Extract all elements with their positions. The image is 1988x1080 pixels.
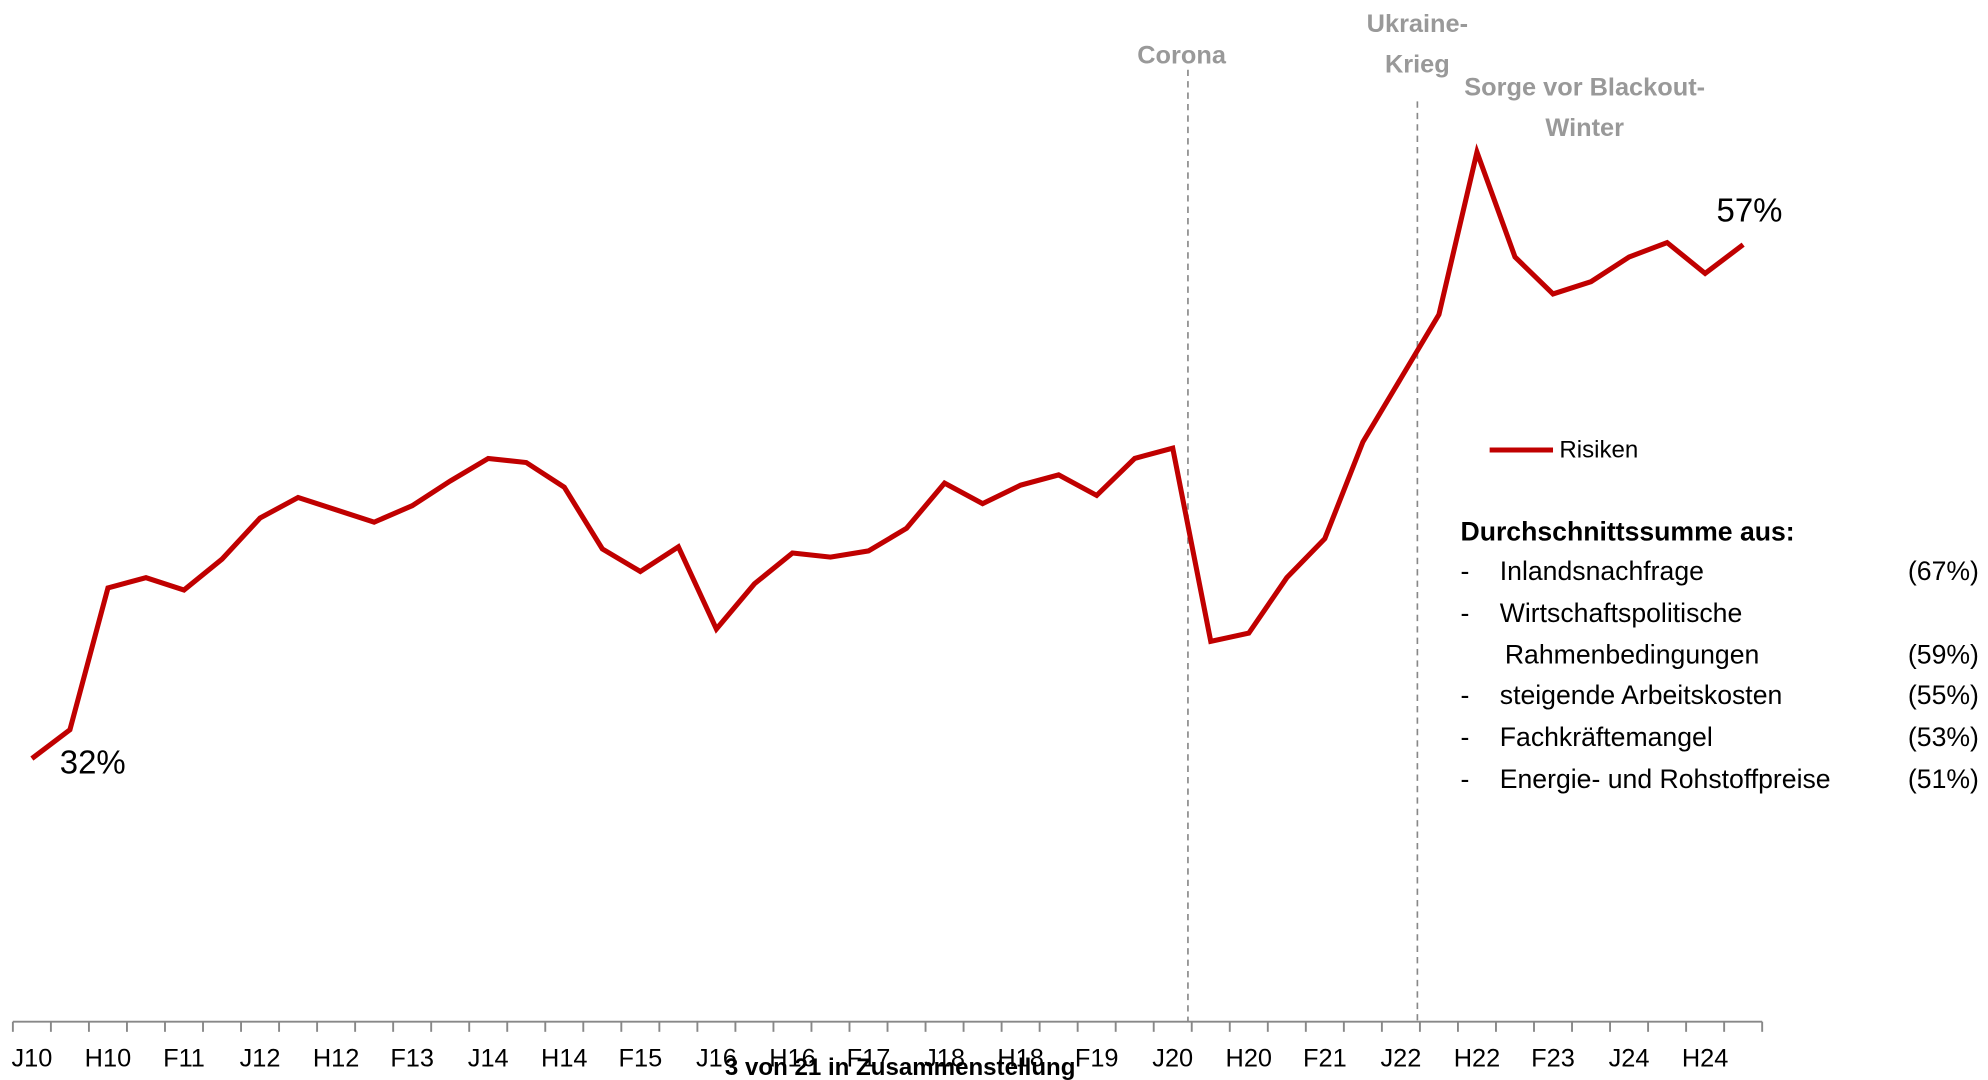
notes-item: Inlandsnachfrage <box>1500 556 1704 586</box>
x-tick-label: H20 <box>1226 1044 1273 1072</box>
x-tick-label: J20 <box>1152 1044 1193 1072</box>
x-tick-label: H14 <box>541 1044 587 1072</box>
notes-share: (53%) <box>1908 722 1979 752</box>
x-tick-label: J18 <box>924 1044 965 1072</box>
notes-share: (67%) <box>1908 556 1979 586</box>
x-tick-label: J14 <box>468 1044 509 1072</box>
x-tick-label: H16 <box>769 1044 816 1072</box>
x-tick-label: F15 <box>619 1044 663 1072</box>
notes-item: Energie- und Rohstoffpreise <box>1500 764 1831 794</box>
x-tick-label: J16 <box>696 1044 737 1072</box>
notes-share: (51%) <box>1908 764 1979 794</box>
line-series <box>30 143 1745 761</box>
x-tick-label: H22 <box>1454 1044 1501 1072</box>
notes-dash: - <box>1460 680 1469 710</box>
data-label: 57% <box>1717 192 1783 229</box>
data-label: 32% <box>60 744 126 781</box>
notes-item: Wirtschaftspolitische <box>1500 598 1743 628</box>
notes-share: (55%) <box>1908 680 1979 710</box>
x-tick-label: H10 <box>85 1044 132 1072</box>
x-tick-label: J24 <box>1609 1044 1650 1072</box>
notes-dash: - <box>1460 722 1469 752</box>
notes-dash: - <box>1460 598 1469 628</box>
overlay-text: 3 von 21 in Zusammenstellung <box>725 1054 1076 1080</box>
notes-item: steigende Arbeitskosten <box>1500 680 1783 710</box>
x-tick-label: F21 <box>1303 1044 1347 1072</box>
legend-label: Risiken <box>1559 437 1638 464</box>
x-tick-label: F19 <box>1075 1044 1119 1072</box>
notes-dash: - <box>1460 556 1469 586</box>
x-tick-label: J12 <box>240 1044 281 1072</box>
x-tick-label: F23 <box>1531 1044 1575 1072</box>
notes-title: Durchschnittssumme aus: <box>1460 517 1794 547</box>
x-tick-label: H24 <box>1682 1044 1729 1072</box>
x-tick-label: F13 <box>390 1044 434 1072</box>
event-label: Sorge vor Blackout- <box>1464 73 1705 101</box>
x-tick-label: J10 <box>11 1044 52 1072</box>
event-label: Ukraine- <box>1367 10 1468 38</box>
x-tick-label: J22 <box>1380 1044 1421 1072</box>
x-tick-label: H12 <box>313 1044 360 1072</box>
event-label: Winter <box>1545 114 1624 142</box>
event-label: Corona <box>1137 42 1227 70</box>
event-label: Krieg <box>1385 51 1450 79</box>
notes-item: Fachkräftemangel <box>1500 722 1713 752</box>
notes-dash: - <box>1460 764 1469 794</box>
notes-share: (59%) <box>1908 640 1979 670</box>
x-tick-label: F11 <box>163 1044 205 1072</box>
x-tick-label: F17 <box>847 1044 891 1072</box>
x-tick-label: H18 <box>997 1044 1044 1072</box>
notes-item: Rahmenbedingungen <box>1505 640 1759 670</box>
